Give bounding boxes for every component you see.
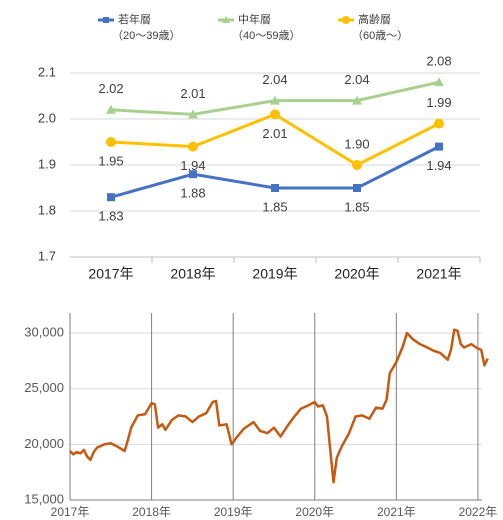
x-tick-label: 2018年 xyxy=(170,266,215,282)
marker xyxy=(271,184,279,192)
y-tick-label: 25,000 xyxy=(24,380,64,395)
data-label: 1.83 xyxy=(98,209,123,224)
y-tick-label: 1.7 xyxy=(38,248,56,263)
legend-sublabel: （40～59歳） xyxy=(232,29,300,42)
x-tick-label: 2021年 xyxy=(416,266,461,282)
marker xyxy=(353,184,361,192)
y-tick-label: 1.8 xyxy=(38,202,56,217)
data-label: 2.08 xyxy=(426,54,451,69)
y-tick-label: 20,000 xyxy=(24,436,64,451)
x-tick-label: 2017年 xyxy=(51,505,90,519)
legend-marker xyxy=(342,16,350,24)
x-tick-label: 2020年 xyxy=(295,505,334,519)
data-label: 1.90 xyxy=(344,136,369,151)
marker xyxy=(188,109,198,119)
data-label: 2.04 xyxy=(344,72,369,87)
x-tick-label: 2022年 xyxy=(459,505,498,519)
x-tick-label: 2020年 xyxy=(334,266,379,282)
y-tick-label: 2.0 xyxy=(38,110,56,125)
legend-sublabel: （60歳～） xyxy=(352,29,408,42)
marker xyxy=(189,170,197,179)
marker xyxy=(107,193,115,202)
data-label: 2.02 xyxy=(98,81,123,96)
legend-sublabel: （20～39歳） xyxy=(112,29,180,42)
data-label: 1.94 xyxy=(426,158,451,173)
data-label: 2.01 xyxy=(180,86,205,101)
marker xyxy=(352,95,362,105)
x-tick-label: 2019年 xyxy=(214,505,253,519)
data-label: 1.85 xyxy=(344,199,369,214)
data-label: 1.94 xyxy=(180,158,205,173)
y-tick-label: 2.1 xyxy=(38,64,56,79)
legend-marker xyxy=(222,16,230,23)
legend-label: 中年層 xyxy=(238,12,271,26)
x-tick-label: 2017年 xyxy=(88,266,133,282)
marker xyxy=(106,104,116,114)
marker xyxy=(434,118,444,129)
data-label: 1.99 xyxy=(426,95,451,110)
marker xyxy=(352,160,362,170)
marker xyxy=(188,141,198,152)
marker xyxy=(270,95,280,105)
marker xyxy=(434,77,444,87)
legend-marker xyxy=(103,17,109,23)
data-label: 2.04 xyxy=(262,72,287,87)
legend-label: 高齢層 xyxy=(358,12,391,26)
y-tick-label: 1.9 xyxy=(38,156,56,171)
y-tick-label: 30,000 xyxy=(24,324,64,339)
marker xyxy=(106,137,116,147)
data-label: 1.88 xyxy=(180,186,205,201)
x-tick-label: 2018年 xyxy=(132,505,171,519)
x-tick-label: 2021年 xyxy=(377,505,416,519)
marker xyxy=(435,142,443,151)
marker xyxy=(270,109,280,120)
series-line xyxy=(69,328,489,484)
data-label: 1.85 xyxy=(262,199,287,214)
y-tick-label: 15,000 xyxy=(24,491,64,506)
data-label: 2.01 xyxy=(262,126,287,141)
x-tick-label: 2019年 xyxy=(252,266,297,282)
legend-label: 若年層 xyxy=(118,12,151,26)
data-label: 1.95 xyxy=(98,153,123,168)
